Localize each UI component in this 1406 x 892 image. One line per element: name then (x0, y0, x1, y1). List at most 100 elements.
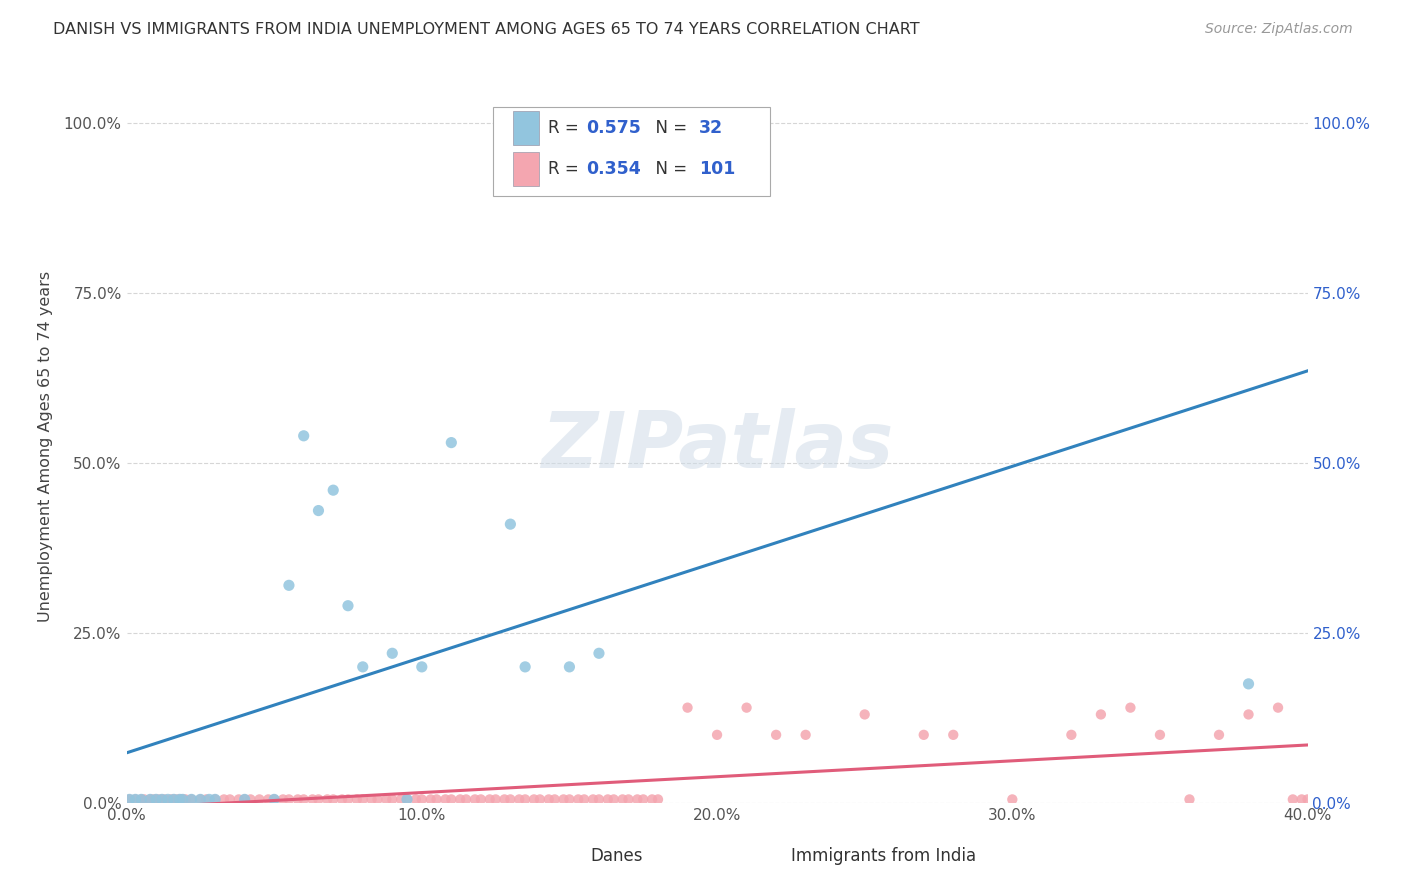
Point (1267, 700, 1289, 714)
Point (263, 792, 285, 806)
Point (145, 792, 167, 806)
Point (449, 792, 471, 806)
Point (375, 792, 398, 806)
Point (853, 707, 876, 722)
Point (596, 792, 619, 806)
Point (617, 792, 640, 806)
Point (942, 728, 965, 742)
Point (396, 792, 419, 806)
Point (617, 116, 640, 130)
FancyBboxPatch shape (758, 840, 785, 872)
Point (142, 792, 165, 806)
Point (308, 792, 330, 806)
Point (337, 792, 360, 806)
Point (156, 792, 179, 806)
Point (198, 792, 221, 806)
Point (352, 792, 374, 806)
Point (912, 728, 935, 742)
Point (1060, 728, 1083, 742)
Point (129, 792, 153, 806)
Point (129, 792, 153, 806)
Point (150, 792, 173, 806)
Point (558, 792, 581, 806)
Point (515, 792, 537, 806)
Y-axis label: Unemployment Among Ages 65 to 74 years: Unemployment Among Ages 65 to 74 years (38, 270, 52, 622)
Point (626, 792, 648, 806)
Point (508, 792, 530, 806)
Point (118, 792, 141, 806)
Point (1208, 728, 1230, 742)
Point (588, 646, 610, 660)
Point (195, 792, 218, 806)
Point (145, 792, 167, 806)
Point (1291, 792, 1313, 806)
Point (515, 660, 537, 674)
Point (163, 792, 186, 806)
Point (169, 792, 191, 806)
Text: ZIPatlas: ZIPatlas (541, 408, 893, 484)
FancyBboxPatch shape (513, 111, 538, 145)
Point (405, 792, 427, 806)
Text: 0.354: 0.354 (586, 160, 641, 178)
Point (558, 660, 581, 674)
Point (1237, 677, 1260, 691)
Point (139, 792, 162, 806)
Point (494, 792, 516, 806)
Point (233, 792, 256, 806)
Point (180, 792, 202, 806)
Point (160, 792, 183, 806)
Point (322, 792, 344, 806)
Point (204, 792, 226, 806)
Point (419, 792, 441, 806)
Point (124, 792, 146, 806)
Point (352, 660, 374, 674)
Point (676, 700, 699, 714)
Point (204, 792, 226, 806)
Point (582, 792, 605, 806)
Point (411, 792, 433, 806)
Point (411, 660, 433, 674)
Point (308, 503, 330, 517)
Point (765, 728, 787, 742)
Point (381, 792, 404, 806)
Point (174, 792, 197, 806)
Point (647, 792, 669, 806)
Text: N =: N = (645, 160, 692, 178)
Text: N =: N = (645, 119, 692, 137)
Point (588, 792, 610, 806)
Point (278, 792, 301, 806)
Point (523, 792, 546, 806)
Point (641, 792, 664, 806)
Point (166, 792, 188, 806)
Point (188, 792, 212, 806)
Point (794, 728, 817, 742)
Point (1090, 707, 1112, 722)
Point (292, 792, 315, 806)
Point (271, 792, 294, 806)
Point (360, 792, 382, 806)
Point (440, 435, 463, 450)
FancyBboxPatch shape (558, 840, 583, 872)
Point (1178, 792, 1201, 806)
Point (464, 792, 486, 806)
Point (337, 599, 360, 613)
Point (249, 792, 271, 806)
Point (1296, 792, 1319, 806)
Point (537, 792, 560, 806)
Point (316, 792, 339, 806)
Point (301, 792, 323, 806)
Point (434, 792, 457, 806)
Point (499, 792, 522, 806)
Point (574, 792, 596, 806)
Point (470, 792, 492, 806)
Point (330, 792, 353, 806)
Point (172, 792, 194, 806)
Point (612, 792, 634, 806)
Text: 101: 101 (699, 160, 735, 178)
Point (180, 792, 202, 806)
Point (322, 483, 344, 498)
Point (478, 792, 501, 806)
Text: 32: 32 (699, 119, 724, 137)
Point (169, 792, 191, 806)
Point (287, 792, 309, 806)
